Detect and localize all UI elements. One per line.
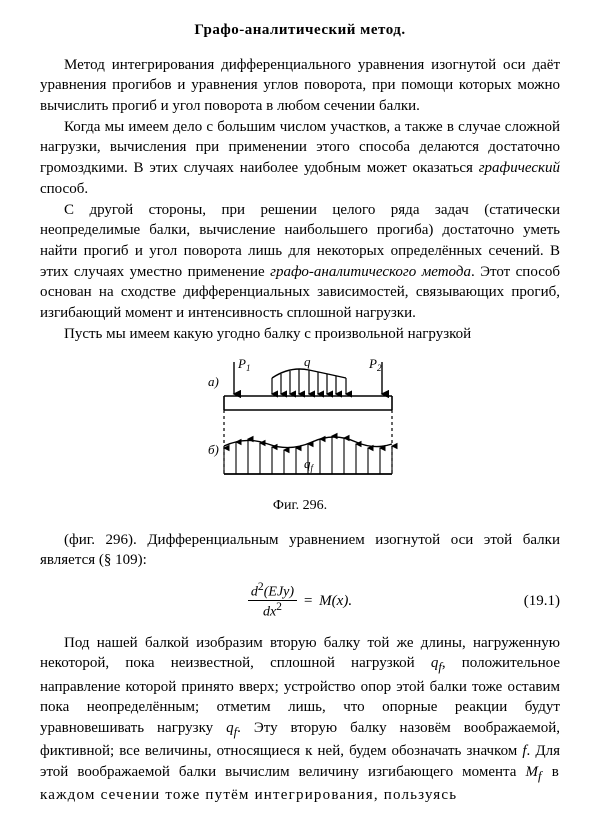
figure-296: а) б) P1 P2 q — [40, 354, 560, 488]
paragraph-6: Под нашей балкой изобразим вторую балку … — [40, 633, 560, 806]
equation-number: (19.1) — [524, 591, 560, 612]
sym-qf-1: qf — [431, 655, 442, 671]
equation-fraction: d2(EJy) dx2 — [248, 581, 297, 621]
paragraph-1: Метод интегрирования дифференциального у… — [40, 55, 560, 117]
beam-diagram-svg: а) б) P1 P2 q — [186, 354, 414, 488]
figure-caption: Фиг. 296. — [40, 496, 560, 515]
sym-Mf: Mf — [525, 764, 541, 780]
p2-text-c: способ. — [40, 181, 88, 197]
svg-text:P1: P1 — [237, 356, 250, 373]
paragraph-5: (фиг. 296). Дифференциальным уравнением … — [40, 530, 560, 571]
sym-qf-2: qf — [226, 720, 237, 736]
paragraph-3: С другой стороны, при решении целого ряд… — [40, 200, 560, 324]
paragraph-4: Пусть мы имеем какую угодно балку с прои… — [40, 324, 560, 345]
svg-text:qf: qf — [304, 456, 315, 473]
p3-emph: графо-аналитического метода — [270, 264, 471, 280]
p2-emph: графический — [479, 160, 560, 176]
section-title: Графо-аналитический метод. — [40, 20, 560, 41]
label-b: б) — [208, 442, 219, 457]
equation-19-1: d2(EJy) dx2 = M(x). (19.1) — [40, 581, 560, 621]
svg-text:P2: P2 — [368, 356, 382, 373]
label-a: а) — [208, 374, 219, 389]
paragraph-2: Когда мы имеем дело с большим числом уча… — [40, 117, 560, 200]
label-q-top: q — [304, 354, 311, 369]
